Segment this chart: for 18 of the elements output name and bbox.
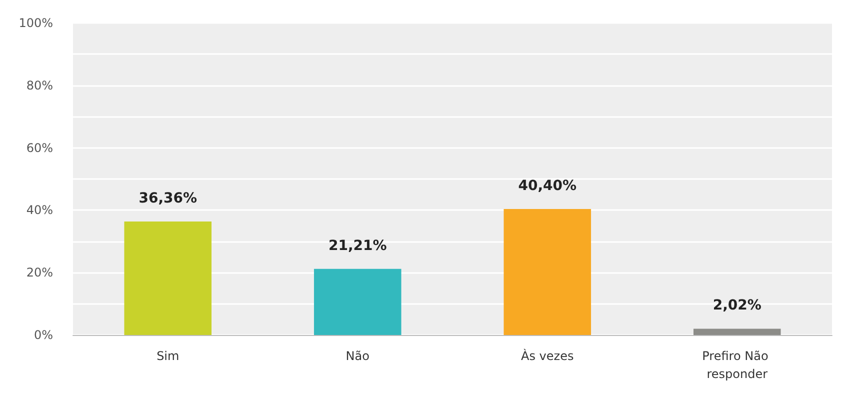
- bar: [504, 208, 592, 335]
- data-label: 36,36%: [138, 190, 198, 207]
- data-label: 21,21%: [328, 238, 387, 254]
- y-tick-label: 100%: [18, 16, 53, 30]
- bar: [693, 328, 781, 335]
- data-label: 40,40%: [518, 178, 577, 194]
- bar: [314, 268, 402, 335]
- x-tick-label: Sim: [156, 349, 180, 363]
- x-tick-label: Não: [346, 349, 370, 363]
- y-tick-label: 20%: [26, 266, 53, 280]
- x-tick-label: Às vezes: [521, 348, 574, 363]
- x-tick-label: Prefiro Não responder: [702, 349, 772, 381]
- y-tick-label: 0%: [34, 328, 53, 342]
- bar: [124, 222, 212, 335]
- data-label: 2,02%: [712, 298, 762, 314]
- y-tick-label: 60%: [26, 140, 53, 155]
- y-tick-label: 40%: [26, 203, 53, 218]
- y-tick-label: 80%: [26, 78, 53, 92]
